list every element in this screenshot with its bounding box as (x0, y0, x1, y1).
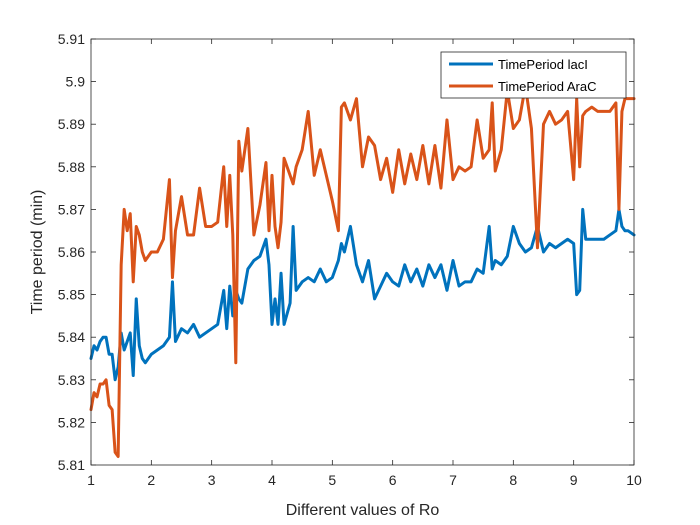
y-axis-label: Time period (min) (29, 190, 46, 315)
x-tick-label: 6 (389, 472, 397, 488)
axis-layer (90, 38, 635, 466)
x-tick-label: 9 (570, 472, 578, 488)
x-tick-label: 5 (328, 472, 336, 488)
x-tick-label: 1 (87, 472, 95, 488)
legend-label-laci: TimePeriod lacI (498, 57, 588, 72)
series-line-laci (89, 207, 636, 382)
y-tick-label: 5.81 (58, 457, 85, 473)
series-line-arac (89, 84, 636, 458)
x-axis-label: Different values of Ro (286, 502, 440, 519)
series-layer (89, 84, 636, 458)
y-tick-label: 5.89 (58, 116, 85, 132)
tick-label-layer: 1 2 3 4 5 6 7 8 9 10 5.81 5.82 5.83 5.84 5.85 5.86 5.87 5… (58, 31, 642, 488)
y-tick-label: 5.86 (58, 244, 85, 260)
y-tick-label: 5.83 (58, 372, 85, 388)
y-tick-label: 5.85 (58, 287, 85, 303)
x-tick-label: 7 (449, 472, 457, 488)
y-tick-label: 5.87 (58, 201, 85, 217)
y-tick-label: 5.82 (58, 414, 85, 430)
legend-label-arac: TimePeriod AraC (498, 79, 597, 94)
x-tick-label: 3 (208, 472, 216, 488)
y-tick-label: 5.84 (58, 329, 85, 345)
x-tick-label: 4 (268, 472, 276, 488)
x-tick-label: 2 (147, 472, 155, 488)
legend: TimePeriod lacI TimePeriod AraC (440, 51, 627, 99)
y-tick-label: 5.91 (58, 31, 85, 47)
x-tick-label: 8 (509, 472, 517, 488)
legend-box (440, 51, 627, 99)
x-tick-label: 10 (626, 472, 642, 488)
y-tick-label: 5.88 (58, 159, 85, 175)
y-tick-label: 5.9 (66, 74, 86, 90)
